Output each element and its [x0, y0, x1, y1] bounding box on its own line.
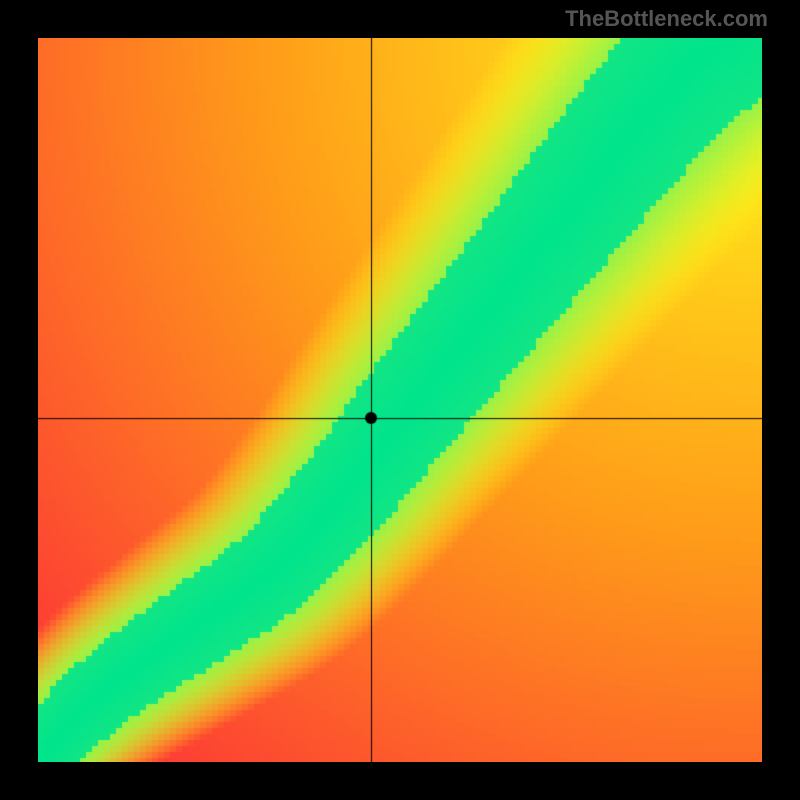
heatmap-canvas [38, 38, 762, 762]
chart-frame: TheBottleneck.com [0, 0, 800, 800]
watermark-text: TheBottleneck.com [565, 6, 768, 32]
